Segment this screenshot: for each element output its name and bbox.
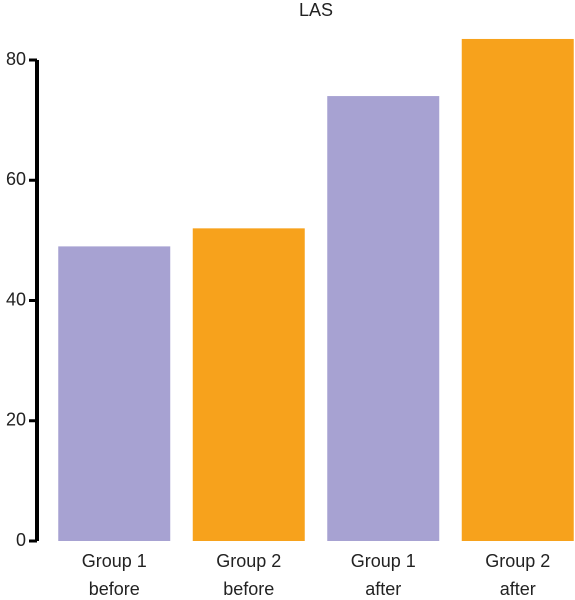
bar bbox=[192, 228, 305, 541]
x-tick-label: Group 2 bbox=[485, 551, 550, 571]
y-tick-label: 0 bbox=[16, 530, 26, 550]
x-tick-label: before bbox=[89, 579, 140, 599]
x-tick-label: Group 2 bbox=[216, 551, 281, 571]
x-tick-label: after bbox=[500, 579, 536, 599]
x-tick-label: before bbox=[223, 579, 274, 599]
bar bbox=[58, 246, 171, 541]
bar bbox=[461, 38, 574, 542]
y-tick-label: 20 bbox=[6, 410, 26, 430]
y-tick-label: 60 bbox=[6, 169, 26, 189]
chart-title: LAS bbox=[299, 0, 333, 20]
x-tick-label: after bbox=[365, 579, 401, 599]
y-tick-label: 40 bbox=[6, 289, 26, 309]
x-tick-label: Group 1 bbox=[82, 551, 147, 571]
x-tick-label: Group 1 bbox=[351, 551, 416, 571]
y-tick-label: 80 bbox=[6, 49, 26, 69]
bar bbox=[327, 96, 440, 541]
